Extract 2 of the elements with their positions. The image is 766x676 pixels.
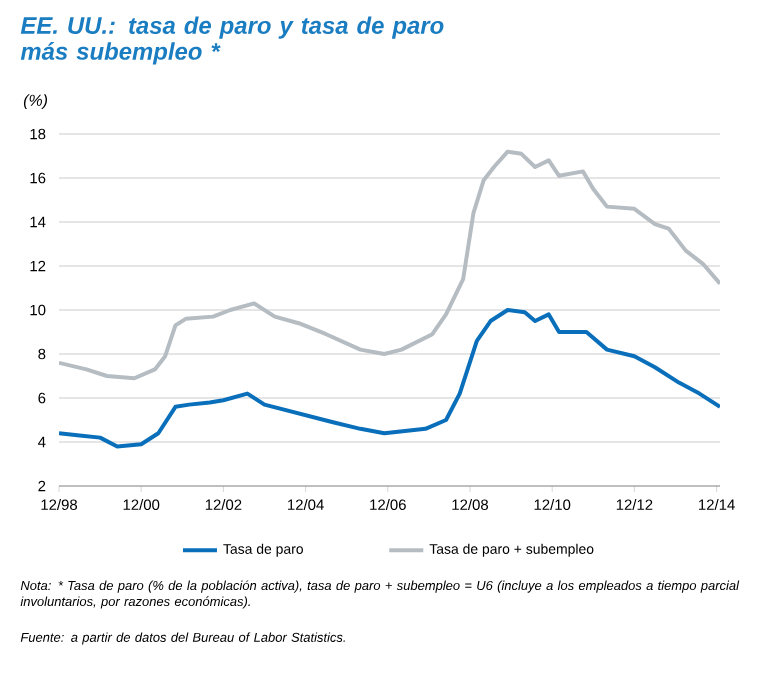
line-series [59, 149, 721, 381]
chart-title: EE. UU.: tasa de paro y tasa de paro más subempleo * [20, 16, 444, 65]
